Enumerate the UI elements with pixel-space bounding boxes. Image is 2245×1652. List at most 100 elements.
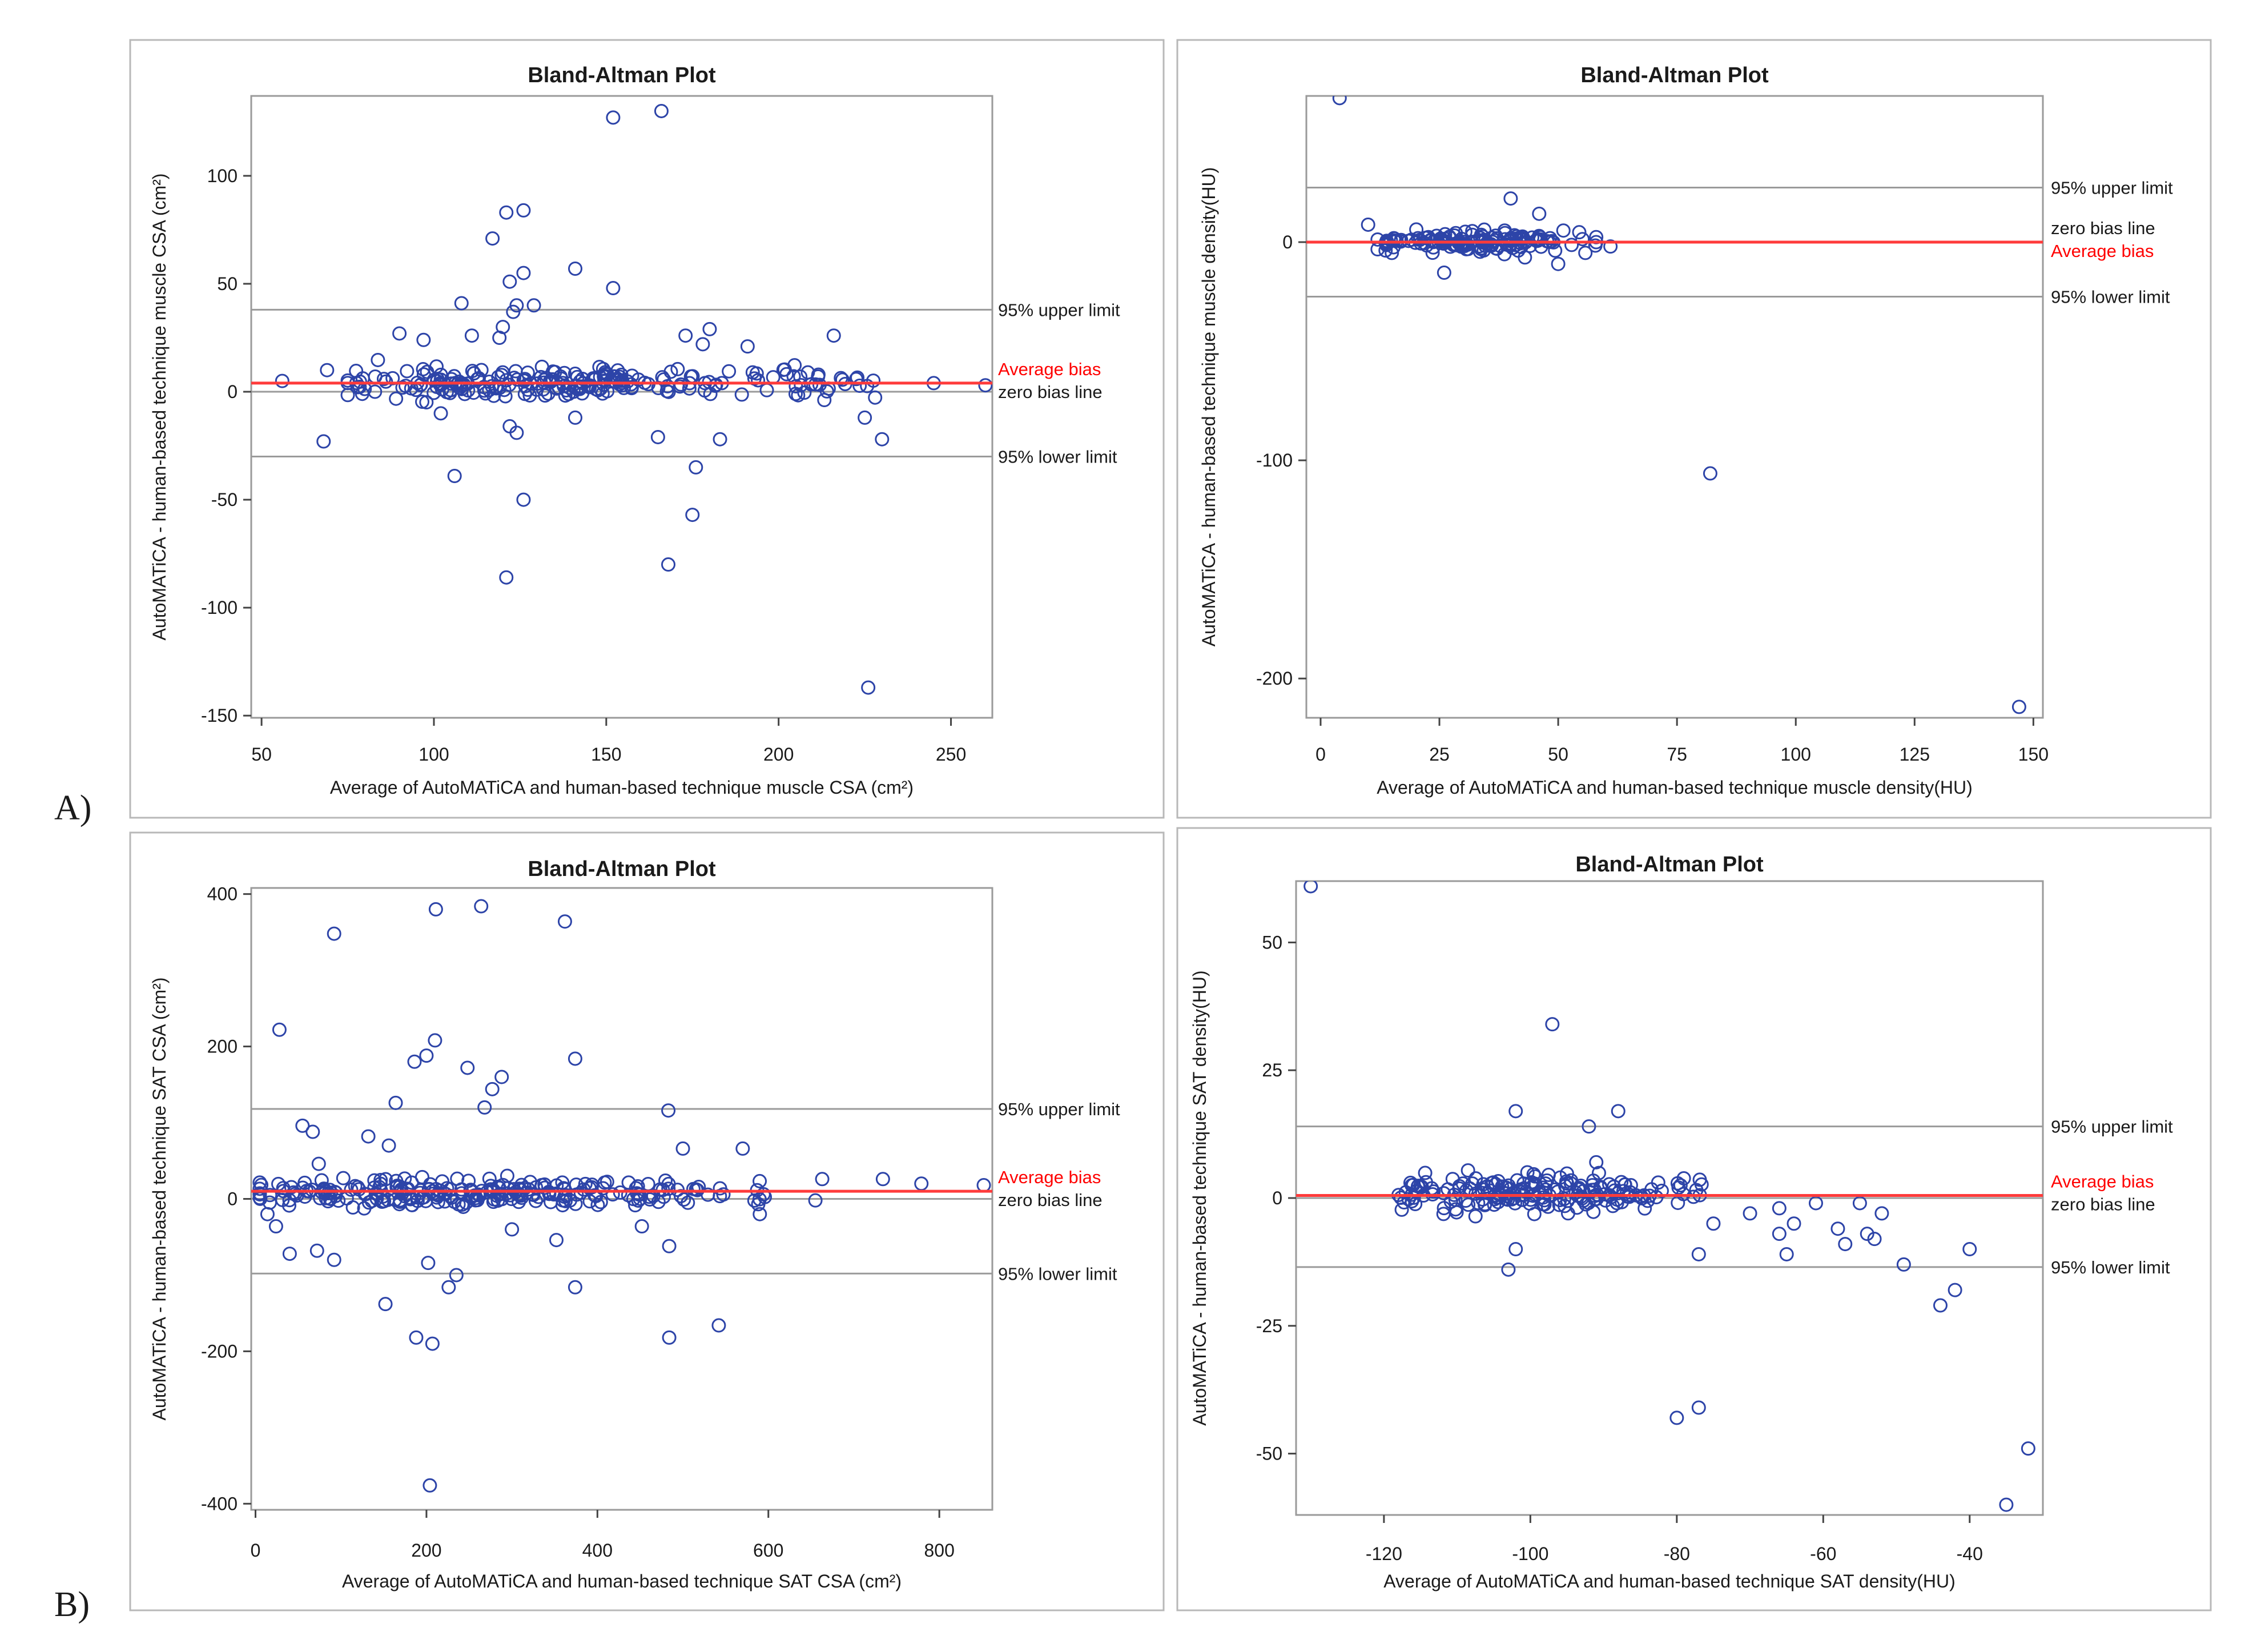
- data-point: [753, 1207, 767, 1221]
- data-point: [252, 1186, 267, 1201]
- data-point: [1508, 1104, 1523, 1119]
- y-tick-label: 0: [1282, 232, 1293, 252]
- x-tick-label: 0: [251, 1540, 261, 1561]
- x-tick-label: -40: [1957, 1544, 1983, 1564]
- data-point: [1999, 1497, 2014, 1512]
- x-tick-label: 150: [591, 744, 621, 765]
- data-point: [756, 1187, 771, 1201]
- data-point: [568, 410, 582, 425]
- x-tick-label: 250: [936, 744, 966, 765]
- y-tick-label: 50: [217, 274, 238, 294]
- x-axis-label: Average of AutoMATiCA and human-based te…: [330, 777, 914, 798]
- data-point: [557, 1181, 572, 1196]
- data-point: [1602, 1177, 1617, 1192]
- data-point: [359, 1187, 373, 1201]
- data-point: [449, 1268, 464, 1283]
- data-point: [526, 298, 541, 313]
- data-point: [1779, 1247, 1794, 1261]
- y-tick-label: -100: [201, 597, 238, 618]
- data-point: [472, 1188, 487, 1203]
- x-tick-label: -120: [1366, 1544, 1402, 1564]
- x-tick-label: 125: [1900, 744, 1930, 765]
- data-point: [826, 328, 841, 343]
- y-tick-label: 200: [207, 1036, 238, 1057]
- data-point: [1962, 1242, 1977, 1257]
- lower-limit-label: 95% lower limit: [2051, 287, 2170, 307]
- data-point: [1448, 1202, 1463, 1217]
- data-point: [344, 1182, 359, 1197]
- data-point: [568, 367, 582, 381]
- data-point: [357, 1201, 372, 1216]
- data-point: [499, 205, 514, 220]
- data-point: [466, 366, 481, 381]
- data-point: [557, 914, 572, 929]
- data-point: [389, 1180, 404, 1195]
- data-point: [407, 1054, 422, 1069]
- data-point: [327, 926, 341, 941]
- lower-limit-label: 95% lower limit: [998, 447, 1117, 467]
- data-point: [1468, 1171, 1483, 1186]
- data-point: [1545, 1017, 1560, 1032]
- data-point: [477, 1100, 492, 1115]
- data-point: [336, 1171, 351, 1185]
- x-axis-label: Average of AutoMATiCA and human-based te…: [1383, 1571, 1955, 1591]
- data-point: [573, 1185, 588, 1200]
- data-point: [2011, 700, 2026, 714]
- data-point: [568, 1051, 582, 1066]
- data-point: [282, 1247, 297, 1261]
- data-point: [811, 367, 826, 382]
- data-point: [582, 1194, 597, 1209]
- data-point: [555, 1198, 570, 1213]
- lower-limit-label: 95% lower limit: [2051, 1257, 2170, 1277]
- upper-limit-label: 95% upper limit: [2051, 1117, 2173, 1137]
- data-point: [378, 1297, 393, 1312]
- x-tick-label: 800: [924, 1540, 954, 1561]
- x-tick-label: 200: [411, 1540, 441, 1561]
- chart-title: Bland-Altman Plot: [1580, 63, 1769, 87]
- data-point: [1503, 191, 1518, 206]
- x-tick-label: 150: [2018, 744, 2049, 765]
- data-point: [1507, 1196, 1522, 1211]
- data-point: [499, 373, 514, 388]
- data-point: [1838, 1237, 1853, 1252]
- data-point: [868, 390, 883, 405]
- data-point: [1403, 1175, 1418, 1190]
- data-point: [1418, 1165, 1433, 1180]
- data-point: [1560, 1176, 1575, 1191]
- data-point: [1691, 1247, 1706, 1261]
- data-point: [815, 1172, 830, 1187]
- data-point: [281, 1198, 296, 1213]
- data-point: [689, 1182, 703, 1197]
- data-point: [518, 379, 533, 393]
- chart-3: Bland-Altman Plot 0 200 400 600 800 -400 -200 0 2…: [129, 831, 1165, 1611]
- data-point: [749, 366, 764, 381]
- y-tick-label: 0: [227, 381, 238, 402]
- zero-bias-label: zero bias line: [998, 1190, 1103, 1210]
- x-tick-label: 200: [763, 744, 794, 765]
- data-point: [659, 384, 674, 399]
- data-point: [512, 1187, 526, 1201]
- y-axis-label: AutoMATiCA - human-based technique muscl…: [1198, 167, 1219, 646]
- data-point: [499, 570, 514, 585]
- panel-label-b: B): [54, 1585, 90, 1624]
- data-point: [328, 1188, 343, 1203]
- data-point: [1603, 239, 1618, 254]
- y-tick-label: -400: [201, 1493, 238, 1514]
- data-point: [439, 385, 454, 400]
- data-point: [1593, 1179, 1608, 1194]
- data-point: [606, 281, 621, 296]
- data-point: [1948, 1283, 1962, 1297]
- data-point: [691, 1179, 706, 1194]
- plot-data: [1296, 881, 2043, 1512]
- data-point: [428, 1033, 442, 1048]
- data-point: [316, 434, 331, 449]
- data-point: [661, 557, 676, 572]
- data-point: [419, 1048, 434, 1063]
- data-point: [1703, 466, 1717, 481]
- data-point: [447, 469, 462, 483]
- data-point: [327, 1252, 341, 1267]
- x-tick-label: 25: [1429, 744, 1450, 765]
- data-point: [320, 363, 335, 377]
- data-point: [1552, 1197, 1567, 1212]
